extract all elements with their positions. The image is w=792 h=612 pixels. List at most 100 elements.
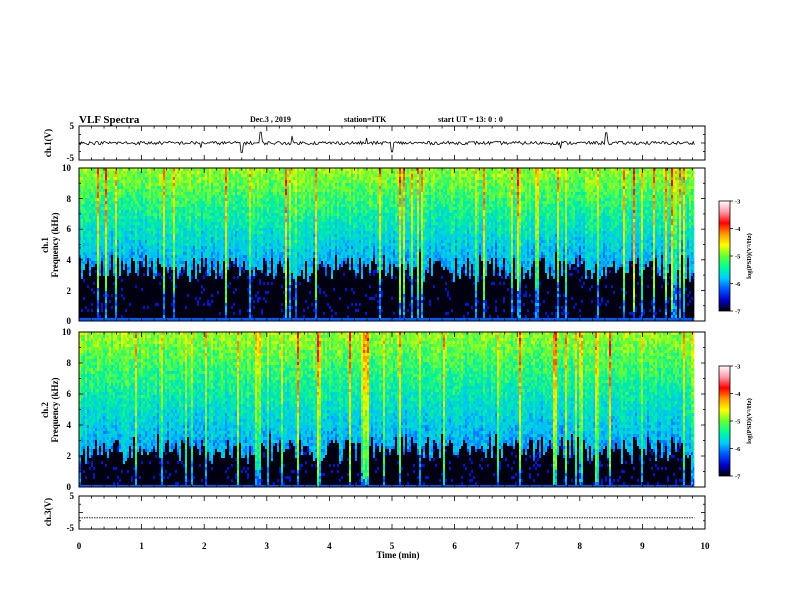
spectrogram-cell bbox=[241, 303, 243, 306]
spectrogram-cell bbox=[225, 249, 227, 252]
spectrogram-cell bbox=[193, 195, 195, 198]
spectrogram-cell bbox=[169, 204, 171, 207]
spectrogram-cell bbox=[205, 168, 207, 171]
spectrogram-cell bbox=[157, 213, 159, 216]
spectrogram-cell bbox=[131, 180, 133, 183]
spectrogram-cell bbox=[255, 279, 257, 282]
spectrogram-cell bbox=[197, 303, 199, 306]
spectrogram-cell bbox=[187, 171, 189, 174]
spectrogram-cell bbox=[235, 201, 237, 204]
spectrogram-cell bbox=[235, 306, 237, 309]
spectrogram-cell bbox=[129, 303, 131, 306]
spectrogram-cell bbox=[151, 318, 153, 321]
spectrogram-cell bbox=[225, 213, 227, 216]
spectrogram-cell bbox=[119, 267, 121, 270]
spectrogram-cell bbox=[229, 255, 231, 258]
spectrogram-cell bbox=[91, 225, 93, 228]
spectrogram-cell bbox=[109, 258, 111, 261]
spectrogram-cell bbox=[147, 297, 149, 300]
spectrogram-cell bbox=[237, 279, 239, 282]
spectrogram-cell bbox=[255, 291, 257, 294]
spectrogram-cell bbox=[89, 189, 91, 192]
spectrogram-cell bbox=[135, 297, 137, 300]
spectrogram-cell bbox=[203, 312, 205, 315]
spectrogram-cell bbox=[97, 189, 99, 192]
spectrogram-cell bbox=[249, 186, 251, 189]
spectrogram-cell bbox=[211, 306, 213, 309]
spectrogram-cell bbox=[115, 177, 117, 180]
spectrogram-cell bbox=[163, 231, 165, 234]
spectrogram-cell bbox=[215, 234, 217, 237]
spectrogram-cell bbox=[121, 219, 123, 222]
spectrogram-cell bbox=[167, 255, 169, 258]
spectrogram-cell bbox=[217, 177, 219, 180]
spectrogram-cell bbox=[217, 174, 219, 177]
spectrogram-cell bbox=[163, 243, 165, 246]
spectrogram-cell bbox=[127, 216, 129, 219]
spectrogram-cell bbox=[187, 297, 189, 300]
spectrogram-cell bbox=[151, 234, 153, 237]
spectrogram-cell bbox=[87, 192, 89, 195]
spectrogram-cell bbox=[79, 201, 81, 204]
spectrogram-cell bbox=[247, 210, 249, 213]
spectrogram-cell bbox=[89, 195, 91, 198]
spectrogram-cell bbox=[233, 231, 235, 234]
spectrogram-cell bbox=[165, 303, 167, 306]
spectrogram-cell bbox=[153, 255, 155, 258]
spectrogram-cell bbox=[103, 291, 105, 294]
spectrogram-cell bbox=[253, 267, 255, 270]
spectrogram-cell bbox=[95, 207, 97, 210]
spectrogram-cell bbox=[185, 192, 187, 195]
spectrogram-cell bbox=[189, 291, 191, 294]
spectrogram-cell bbox=[223, 237, 225, 240]
spectrogram-cell bbox=[145, 249, 147, 252]
spectrogram-cell bbox=[255, 252, 257, 255]
spectrogram-cell bbox=[197, 198, 199, 201]
spectrogram-cell bbox=[269, 192, 271, 195]
spectrogram-cell bbox=[167, 213, 169, 216]
spectrogram-cell bbox=[83, 315, 85, 318]
spectrogram-cell bbox=[105, 204, 107, 207]
spectrogram-cell bbox=[139, 177, 141, 180]
spectrogram-cell bbox=[131, 273, 133, 276]
spectrogram-cell bbox=[89, 174, 91, 177]
spectrogram-cell bbox=[257, 225, 259, 228]
spectrogram-cell bbox=[203, 255, 205, 258]
spectrogram-cell bbox=[263, 183, 265, 186]
spectrogram-cell bbox=[265, 249, 267, 252]
spectrogram-cell bbox=[251, 228, 253, 231]
spectrogram-cell bbox=[105, 198, 107, 201]
spectrogram-cell bbox=[195, 318, 197, 321]
spectrogram-cell bbox=[157, 288, 159, 291]
spectrogram-cell bbox=[119, 237, 121, 240]
spectrogram-cell bbox=[119, 216, 121, 219]
spectrogram-cell bbox=[139, 192, 141, 195]
spectrogram-cell bbox=[203, 225, 205, 228]
spectrogram-cell bbox=[139, 282, 141, 285]
spectrogram-cell bbox=[155, 306, 157, 309]
spectrogram-cell bbox=[143, 267, 145, 270]
spectrogram-cell bbox=[219, 255, 221, 258]
spectrogram-cell bbox=[97, 252, 99, 255]
spectrogram-cell bbox=[107, 258, 109, 261]
spectrogram-cell bbox=[123, 171, 125, 174]
spectrogram-cell bbox=[177, 171, 179, 174]
spectrogram-cell bbox=[249, 195, 251, 198]
spectrogram-cell bbox=[219, 195, 221, 198]
spectrogram-cell bbox=[209, 252, 211, 255]
spectrogram-cell bbox=[191, 303, 193, 306]
spectrogram-cell bbox=[85, 288, 87, 291]
spectrogram-cell bbox=[209, 279, 211, 282]
spectrogram-cell bbox=[227, 318, 229, 321]
spectrogram-cell bbox=[245, 171, 247, 174]
spectrogram-cell bbox=[143, 210, 145, 213]
spectrogram-cell bbox=[127, 231, 129, 234]
spectrogram-cell bbox=[161, 201, 163, 204]
spectrogram-cell bbox=[227, 207, 229, 210]
spectrogram-cell bbox=[265, 234, 267, 237]
spectrogram-cell bbox=[155, 180, 157, 183]
spectrogram-cell bbox=[165, 312, 167, 315]
spectrogram-cell bbox=[89, 180, 91, 183]
spectrogram-cell bbox=[197, 177, 199, 180]
spectrogram-cell bbox=[123, 237, 125, 240]
